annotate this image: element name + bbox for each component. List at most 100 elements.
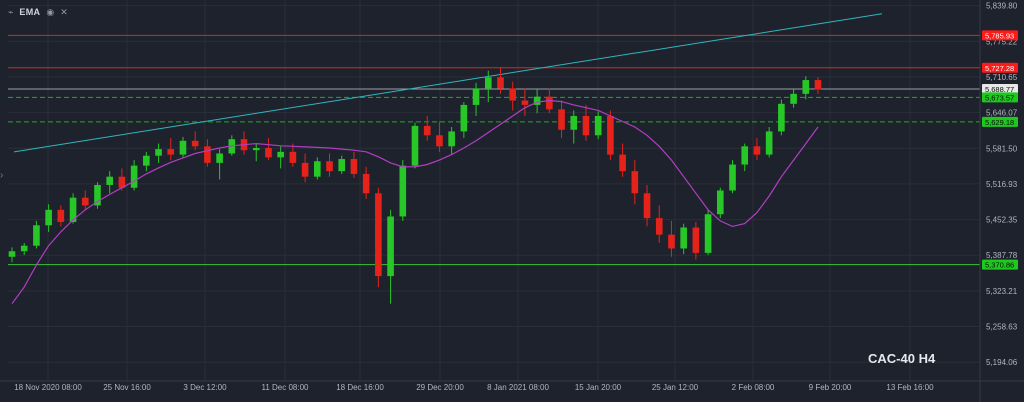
time-tick-label: 2 Feb 08:00: [732, 383, 775, 392]
resistance-label-bg: [982, 62, 1018, 73]
chart-watermark: CAC-40 H4: [868, 351, 936, 366]
candle-body: [411, 125, 419, 166]
time-tick-label: 18 Nov 2020 08:00: [14, 383, 82, 392]
price-tick-label: 5,775.22: [986, 37, 1018, 46]
candle-body: [216, 153, 223, 163]
candle-body: [814, 80, 822, 90]
resistance-label: 5,727.28: [985, 64, 1014, 73]
candle-body: [436, 135, 443, 147]
candle-body: [33, 225, 40, 246]
candle-body: [130, 165, 138, 188]
candle-body: [570, 115, 578, 130]
candle-body: [265, 147, 272, 158]
candle-body: [423, 125, 431, 136]
time-tick-label: 18 Dec 16:00: [336, 383, 384, 392]
price-tick-label: 5,646.07: [986, 109, 1018, 118]
candle-body: [252, 147, 260, 151]
price-tick-label: 5,258.63: [986, 323, 1018, 332]
candle-body: [399, 165, 407, 217]
support-label-bg: [982, 259, 1018, 270]
candle-body: [484, 77, 492, 89]
price-tick-label: 5,387.78: [986, 251, 1018, 260]
candle-body: [118, 176, 126, 188]
candle-body: [729, 164, 736, 191]
price-tick-label: 5,452.35: [986, 216, 1018, 225]
candle-body: [546, 96, 553, 110]
price-tick-label: 5,323.21: [986, 287, 1018, 296]
support-dashed-2-label: 5,629.18: [985, 118, 1014, 127]
candle-body: [362, 173, 370, 194]
candle-body: [204, 146, 211, 163]
candle-body: [20, 245, 28, 252]
trendline-segment[interactable]: [13, 13, 883, 153]
time-tick-label: 11 Dec 08:00: [262, 383, 310, 392]
candle-body: [106, 176, 114, 185]
candle-body: [143, 155, 150, 166]
current-price-label: 5,688.77: [985, 85, 1014, 94]
candle-body: [582, 115, 590, 136]
candle-body: [69, 197, 77, 222]
support-label: 5,370.86: [985, 261, 1014, 270]
candle-body: [313, 161, 321, 177]
candle-body: [643, 193, 651, 219]
grid: [8, 0, 980, 381]
resistance-upper-label: 5,785.93: [985, 31, 1014, 40]
chart-icon[interactable]: ⌁: [8, 6, 14, 17]
price-tick-label: 5,839.80: [986, 2, 1018, 11]
candle-body: [289, 151, 297, 163]
candle-body: [558, 109, 565, 130]
candle-body: [594, 115, 602, 136]
time-tick-label: 3 Dec 12:00: [183, 383, 227, 392]
indicator-toolbar: ⌁ EMA ◉ ✕: [8, 4, 68, 20]
price-tick-label: 5,194.06: [986, 358, 1018, 367]
candle-body: [631, 171, 639, 194]
ema-polyline: [11, 99, 819, 305]
candle-body: [179, 140, 187, 155]
candle-body: [790, 93, 797, 104]
price-lines: [8, 34, 980, 266]
candle-body: [765, 131, 773, 155]
candle-body: [692, 227, 700, 253]
price-axis[interactable]: 5,839.80 5,775.22 5,710.65 5,646.07 5,581.50…: [979, 0, 1018, 402]
candle-body: [497, 77, 504, 89]
candle-body: [350, 159, 358, 174]
candle-body: [716, 190, 724, 215]
eye-icon[interactable]: ◉: [46, 6, 55, 17]
support-dashed-1-label-bg: [982, 92, 1018, 103]
candle-body: [94, 184, 101, 206]
ema-line: [11, 99, 819, 305]
candle-body: [277, 151, 284, 158]
candle-body: [533, 96, 541, 105]
candle-body: [607, 115, 614, 155]
candle-body: [45, 209, 52, 226]
time-tick-label: 25 Nov 16:00: [103, 383, 151, 392]
candle-body: [81, 197, 89, 206]
candle-body: [778, 103, 785, 132]
candle-body: [741, 146, 749, 165]
candle-body: [509, 88, 517, 101]
indicator-label[interactable]: EMA: [19, 7, 41, 17]
time-tick-label: 9 Feb 20:00: [809, 383, 852, 392]
candle-body: [472, 88, 480, 105]
candle-body: [619, 154, 626, 172]
candle-body: [802, 80, 810, 94]
support-dashed-1-label: 5,673.57: [985, 93, 1014, 102]
chevron-right-icon[interactable]: ›: [0, 170, 4, 181]
candle-body: [326, 161, 333, 172]
close-icon[interactable]: ✕: [60, 6, 68, 17]
candle-body: [155, 149, 162, 156]
time-axis[interactable]: 18 Nov 2020 08:00 25 Nov 16:00 3 Dec 12:00…: [0, 380, 1024, 392]
candle-body: [338, 159, 346, 172]
candles: [8, 67, 822, 304]
resistance-upper-label-bg: [982, 30, 1018, 41]
support-dashed-2-label-bg: [982, 116, 1018, 127]
candle-body: [375, 193, 382, 277]
candle-body: [387, 216, 394, 277]
candle-body: [460, 104, 468, 132]
trendline[interactable]: [13, 13, 883, 153]
candle-body: [57, 209, 65, 222]
time-tick-label: 8 Jan 2021 08:00: [487, 383, 549, 392]
candle-body: [167, 149, 175, 155]
